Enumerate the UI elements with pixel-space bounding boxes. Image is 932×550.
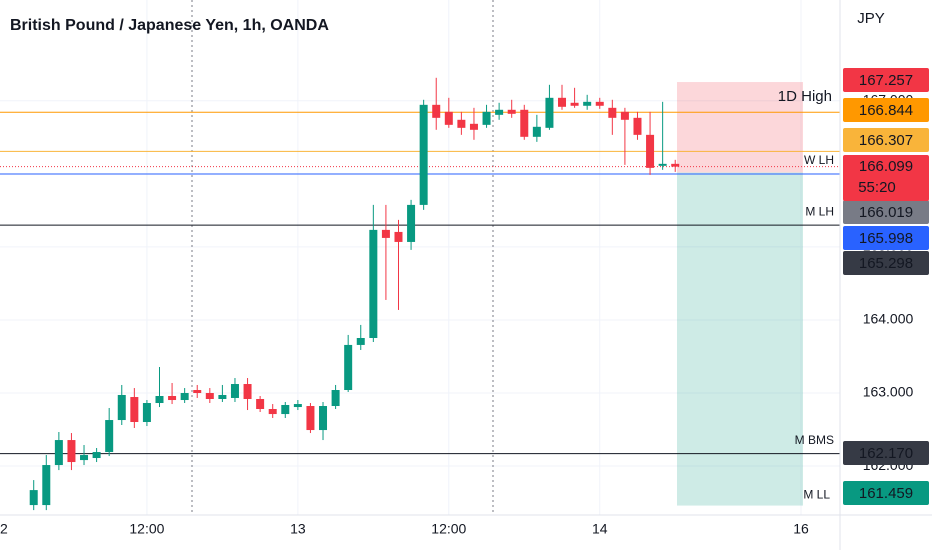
candle-body: [180, 393, 189, 401]
candle-body: [658, 163, 667, 166]
x-tick-label: 13: [290, 521, 306, 537]
candle-body: [293, 404, 302, 408]
candle-body: [570, 102, 579, 106]
price-tag-label: 161.459: [859, 485, 913, 502]
grid: [0, 0, 840, 515]
candle-body: [620, 111, 629, 120]
candle-body: [205, 393, 214, 399]
candle-body: [117, 394, 126, 421]
price-tag: [843, 441, 929, 465]
candle-body: [142, 403, 151, 423]
candle-body: [671, 163, 680, 167]
candle-body: [444, 111, 453, 125]
candle-body: [67, 440, 76, 463]
candle-body: [105, 420, 114, 453]
last-price-label: 166.099: [859, 158, 913, 175]
candle-body: [369, 229, 378, 339]
price-axis: 162.000163.000164.000165.000166.000167.0…: [0, 68, 929, 537]
y-tick-label: 163.000: [863, 384, 914, 400]
price-tag-label: 166.307: [859, 132, 913, 149]
price-tag: [843, 481, 929, 505]
candle-body: [407, 204, 416, 242]
chart-title: British Pound / Japanese Yen, 1h, OANDA: [10, 17, 329, 34]
candle-body: [155, 396, 164, 404]
candle-body: [92, 452, 101, 459]
candle-body: [356, 338, 365, 345]
candle-body: [469, 123, 478, 130]
candle-body: [520, 109, 529, 137]
candle-body: [532, 126, 541, 137]
level-name: M BMS: [795, 433, 834, 447]
stop-zone: [677, 82, 803, 173]
price-tag-label: 166.844: [859, 102, 913, 119]
candle-body: [54, 440, 63, 466]
candle-body: [168, 396, 177, 401]
price-tag: [843, 128, 929, 152]
candle-body: [256, 398, 265, 410]
candle-body: [432, 104, 441, 118]
plot: 1D High M LL W LH M LH M BMS: [0, 77, 840, 511]
target-zone: [677, 172, 803, 506]
candle-body: [595, 101, 604, 106]
price-tag: [843, 226, 929, 250]
price-tag: [843, 98, 929, 122]
candle-body: [583, 101, 592, 106]
candle-body: [381, 229, 390, 238]
candle-body: [495, 109, 504, 115]
candle-body: [344, 344, 353, 391]
candle-body: [243, 384, 252, 399]
candle-body: [29, 490, 38, 506]
x-tick-label: 2: [0, 521, 8, 537]
candle-body: [558, 97, 567, 107]
price-tag-label: 167.257: [859, 72, 913, 89]
candle-body: [80, 455, 89, 461]
candle-body: [319, 406, 328, 431]
candle-body: [608, 107, 617, 118]
x-tick-label: 16: [793, 521, 809, 537]
x-tick-label: 14: [592, 521, 608, 537]
candle-body: [306, 406, 315, 431]
candle-body: [482, 111, 491, 125]
price-tag-label: 165.998: [859, 230, 913, 247]
candle-body: [230, 384, 239, 398]
candle-body: [646, 134, 655, 168]
countdown: 55:20: [858, 179, 896, 196]
candle-body: [42, 465, 51, 506]
target-name: M LL: [803, 488, 830, 502]
price-tag-label: 162.170: [859, 445, 913, 462]
price-tag: [843, 200, 929, 224]
last-price-tag: [843, 155, 929, 201]
level-name: W LH: [804, 153, 834, 167]
x-tick-label: 12:00: [431, 521, 466, 537]
candle-body: [545, 97, 554, 128]
candle-body: [193, 390, 202, 394]
candle-body: [268, 409, 277, 415]
candle-body: [218, 394, 227, 399]
price-tag-label: 165.298: [859, 255, 913, 272]
level-name: M LH: [805, 204, 834, 218]
candle-body: [419, 104, 428, 205]
candle-body: [633, 117, 642, 135]
price-tag: [843, 251, 929, 275]
stop-name: 1D High: [778, 88, 832, 105]
price-tag-label: 166.019: [859, 204, 913, 221]
x-tick-label: 12:00: [129, 521, 164, 537]
candle-body: [331, 390, 340, 407]
candle-body: [507, 109, 516, 114]
candle-body: [394, 231, 403, 242]
price-tag: [843, 68, 929, 92]
y-tick-label: 164.000: [863, 311, 914, 327]
currency-label: JPY: [857, 10, 885, 27]
candle-body: [457, 119, 466, 128]
candle-body: [130, 397, 139, 423]
candle-body: [281, 404, 290, 415]
